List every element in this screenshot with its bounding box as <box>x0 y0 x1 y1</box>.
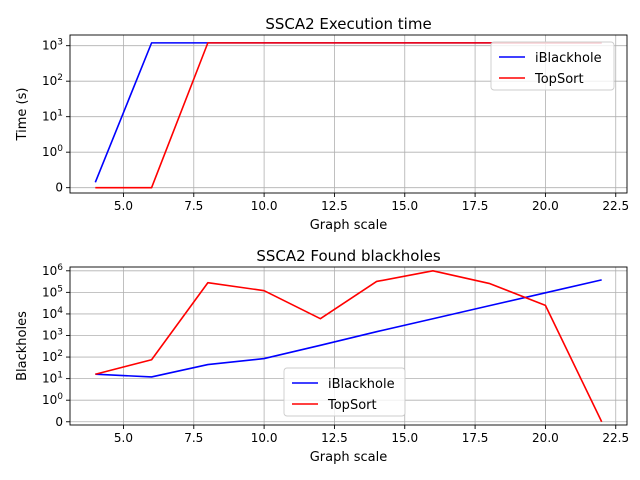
legend-label-topsort: TopSort <box>534 72 584 87</box>
x-tick-label: 17.5 <box>462 431 489 445</box>
x-tick-label: 5.0 <box>114 199 133 213</box>
x-axis-label: Graph scale <box>310 218 388 233</box>
x-tick-label: 12.5 <box>321 199 348 213</box>
series-line-topsort <box>95 269 603 423</box>
y-tick-label: 103 <box>42 38 63 53</box>
y-tick-label: 101 <box>42 109 63 124</box>
x-tick-label: 10.0 <box>251 199 278 213</box>
chart-2: 5.0 7.5 10.0 12.5 15.0 17.5 20.0 22.5 0 100 101 102… <box>15 247 629 465</box>
x-tick-label: 20.0 <box>532 431 559 445</box>
x-tick-label: 20.0 <box>532 199 559 213</box>
x-tick-label: 5.0 <box>114 431 133 445</box>
y-tick-label: 101 <box>42 371 63 386</box>
y-tick-label: 104 <box>42 306 63 321</box>
chart-title: SSCA2 Found blackholes <box>256 247 441 265</box>
y-tick-label: 0 <box>55 181 63 195</box>
legend-label-topsort: TopSort <box>327 398 377 413</box>
x-tick-label: 15.0 <box>391 199 418 213</box>
x-tick-label: 22.5 <box>602 199 629 213</box>
chart-title: SSCA2 Execution time <box>265 15 431 33</box>
x-tick-label: 22.5 <box>602 431 629 445</box>
y-axis-label: Blackholes <box>15 311 30 381</box>
x-tick-label: 12.5 <box>321 431 348 445</box>
legend: iBlackhole TopSort <box>490 41 615 91</box>
x-axis-label: Graph scale <box>310 450 388 465</box>
y-axis-label: Time (s) <box>15 88 30 142</box>
y-tick-label: 106 <box>42 263 63 278</box>
y-tick-label: 102 <box>42 349 63 364</box>
y-tick-label: 0 <box>55 415 63 429</box>
chart-1: 5.0 7.5 10.0 12.5 15.0 17.5 20.0 22.5 0 100 101 102… <box>15 15 629 233</box>
legend-label-iblackhole: iBlackhole <box>535 51 602 66</box>
plot-frame <box>69 34 628 194</box>
y-tick-label: 100 <box>42 144 63 159</box>
legend: iBlackhole TopSort <box>283 367 406 417</box>
x-tick-label: 17.5 <box>462 199 489 213</box>
y-tick-label: 102 <box>42 73 63 88</box>
y-tick-label: 103 <box>42 327 63 342</box>
x-tick-label: 15.0 <box>391 431 418 445</box>
x-tick-label: 7.5 <box>184 199 203 213</box>
legend-label-iblackhole: iBlackhole <box>328 377 395 392</box>
x-tick-label: 10.0 <box>251 431 278 445</box>
x-tick-label: 7.5 <box>184 431 203 445</box>
plot-frame <box>69 266 628 426</box>
series-line-iblackhole <box>95 279 602 378</box>
y-tick-label: 100 <box>42 392 63 407</box>
y-tick-label: 105 <box>42 284 63 299</box>
